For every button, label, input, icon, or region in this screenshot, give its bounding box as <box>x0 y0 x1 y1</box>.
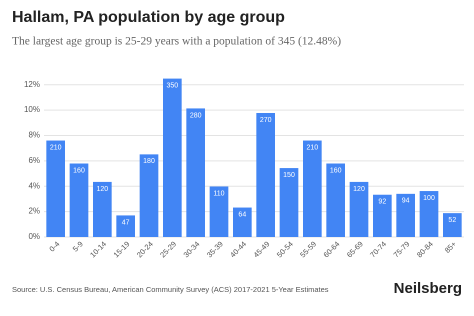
x-tick-label: 25-29 <box>158 239 178 259</box>
x-tick-label: 75-79 <box>392 239 412 259</box>
bar <box>69 163 89 237</box>
data-label: 110 <box>213 190 224 197</box>
bar <box>303 140 322 237</box>
bar <box>233 207 252 237</box>
data-label: 180 <box>143 158 155 165</box>
brand: Neilsberg <box>394 280 462 297</box>
y-tick-label: 8% <box>28 131 40 140</box>
data-label: 52 <box>448 217 456 224</box>
x-tick-label: 65-69 <box>345 239 365 259</box>
bar <box>256 112 275 237</box>
x-tick-label: 10-14 <box>88 239 108 259</box>
x-tick-label: 50-54 <box>275 239 295 259</box>
x-tick-label: 20-24 <box>135 239 155 259</box>
bar <box>46 140 65 237</box>
chart-title: Hallam, PA population by age group <box>12 9 285 26</box>
bar <box>326 163 345 237</box>
x-tick-label: 30-34 <box>182 239 202 259</box>
data-label: 47 <box>122 219 130 226</box>
chart-subtitle: The largest age group is 25-29 years wit… <box>12 36 341 48</box>
data-label: 120 <box>96 186 108 193</box>
bar <box>419 191 439 237</box>
data-label: 92 <box>378 199 386 206</box>
data-label: 280 <box>190 112 202 119</box>
data-label: 94 <box>402 198 410 205</box>
y-tick-label: 4% <box>28 181 40 190</box>
y-tick-label: 10% <box>24 105 40 114</box>
data-label: 120 <box>353 186 365 193</box>
x-tick-label: 55-59 <box>298 239 318 259</box>
bar <box>443 213 462 237</box>
data-label: 350 <box>166 82 178 89</box>
x-tick-label: 35-39 <box>205 239 225 259</box>
data-label: 160 <box>330 167 342 174</box>
bar <box>163 78 182 237</box>
bar <box>279 168 299 237</box>
bar <box>349 181 369 237</box>
bar <box>116 215 135 237</box>
x-tick-label: 70-74 <box>368 239 388 259</box>
bar <box>396 193 415 237</box>
bar <box>93 181 112 237</box>
data-label: 210 <box>50 144 62 151</box>
x-tick-label: 85+ <box>443 239 459 255</box>
data-label: 270 <box>260 117 272 124</box>
x-tick-label: 5-9 <box>71 239 85 253</box>
x-tick-label: 15-19 <box>112 239 132 259</box>
x-tick-label: 0-4 <box>47 239 61 253</box>
source: Source: U.S. Census Bureau, American Com… <box>12 285 329 294</box>
x-tick-label: 45-49 <box>252 239 272 259</box>
data-label: 160 <box>73 167 85 174</box>
data-label: 64 <box>238 211 246 218</box>
x-tick-label: 60-64 <box>322 239 342 259</box>
bar <box>209 186 229 237</box>
y-tick-label: 6% <box>28 156 40 165</box>
data-label: 100 <box>423 195 435 202</box>
bar <box>373 194 392 237</box>
y-tick-label: 12% <box>24 80 40 89</box>
y-tick-label: 0% <box>28 232 40 241</box>
data-label: 210 <box>306 144 318 151</box>
bar <box>186 108 205 237</box>
bar <box>139 154 159 237</box>
x-tick-label: 80-84 <box>415 239 435 259</box>
x-tick-label: 40-44 <box>228 239 248 259</box>
data-label: 150 <box>283 172 295 179</box>
y-tick-label: 2% <box>28 207 40 216</box>
